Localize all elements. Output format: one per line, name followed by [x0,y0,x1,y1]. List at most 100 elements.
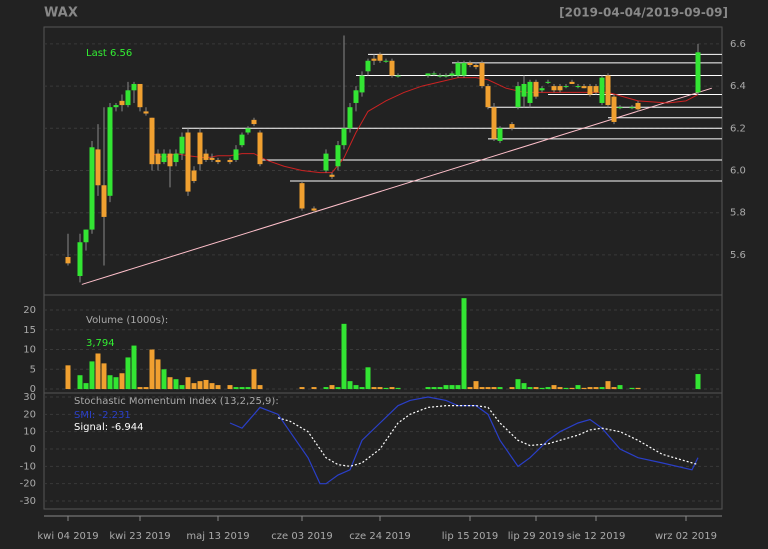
volume-bar [473,381,479,390]
y-tick-label: 6.4 [730,81,746,92]
x-tick-label: kwi 04 2019 [37,531,98,542]
volume-bar [395,387,401,390]
candle-body [569,81,575,84]
volume-bar [569,387,575,390]
volume-bar [455,385,461,390]
y-tick-label: 6.6 [730,39,746,50]
volume-bar [239,387,245,390]
candle-body [155,153,161,165]
candle-body [617,107,623,109]
candle-body [575,86,581,88]
moving-average [151,77,699,174]
volume-bar [95,353,101,390]
volume-bar [65,365,71,390]
volume-bar [371,387,377,390]
y-tick-label: -20 [20,479,36,490]
volume-bar [581,387,587,390]
candle-body [227,159,233,163]
y-tick-label: 6.2 [730,123,746,134]
volume-bar [431,387,437,390]
volume-bar [245,387,251,390]
y-tick-label: 0 [30,384,36,395]
volume-bar [203,379,209,390]
volume-bar [161,369,167,390]
volume-bar [149,349,155,390]
volume-bar [143,387,149,390]
volume-bar [611,387,617,390]
candle-body [461,62,467,76]
volume-bar [605,381,611,390]
candle-body [353,90,359,103]
candle-body [191,170,197,182]
candle-body [455,62,461,76]
candle-body [167,153,173,167]
candle-body [467,62,473,65]
volume-bar [209,383,215,390]
volume-bar [527,387,533,390]
candle-body [149,117,155,165]
chart-title: WAX [44,6,78,21]
volume-bar [599,387,605,390]
volume-bar [311,387,317,390]
volume-bar [137,387,143,390]
y-tick-label: 30 [23,392,36,403]
candle-body [437,75,443,77]
candle-body [137,83,143,108]
y-tick-label: 20 [23,305,36,316]
candle-body [611,96,617,122]
candle-body [359,75,365,93]
x-tick-label: lip 29 2019 [508,531,564,542]
volume-bar [191,383,197,390]
volume-bar [89,361,95,390]
candle-body [695,52,701,93]
indicator-line [229,396,699,485]
volume-bar [233,387,239,390]
volume-bar [83,383,89,390]
candle-body [479,62,485,87]
volume-bar [323,387,329,390]
y-tick-label: 5.6 [730,250,746,261]
candle-body [101,185,107,217]
candle-body [245,128,251,133]
panel-frame [43,392,723,510]
candle-body [629,107,635,109]
candle-body [77,242,83,277]
last-price: Last 6.56 [86,48,132,59]
candle-body [533,81,539,97]
candle-body [563,86,569,88]
candle-body [329,174,335,177]
candle-body [449,73,455,76]
volume-bar [551,385,557,390]
volume-last: 3,794 [86,338,115,349]
candle-body [515,86,521,108]
volume-bar [107,375,113,390]
date-range: [2019-04-04/2019-09-09] [559,6,728,20]
volume-bar [335,387,341,390]
y-tick-label: 0 [30,444,36,455]
y-tick-label: 10 [23,427,36,438]
volume-bar [617,385,623,390]
volume-bar [467,387,473,390]
volume-bar [629,387,635,390]
candle-body [539,88,545,91]
volume-bar [347,381,353,390]
candle-body [341,128,347,146]
candle-body [233,149,239,160]
x-tick-label: sie 12 2019 [567,531,626,542]
candle-body [593,86,599,93]
candle-body [599,77,605,103]
candle-body [395,75,401,77]
volume-bar [341,323,347,390]
x-tick-label: cze 24 2019 [349,531,410,542]
candle-body [551,86,557,91]
volume-bar [329,385,335,390]
y-tick-label: 5.8 [730,208,746,219]
volume-bar [185,377,191,390]
y-tick-label: 15 [23,325,36,336]
volume-bar [155,359,161,390]
candle-body [107,107,113,196]
volume-bar [509,387,515,390]
volume-bar [353,385,359,390]
candle-body [521,83,527,97]
